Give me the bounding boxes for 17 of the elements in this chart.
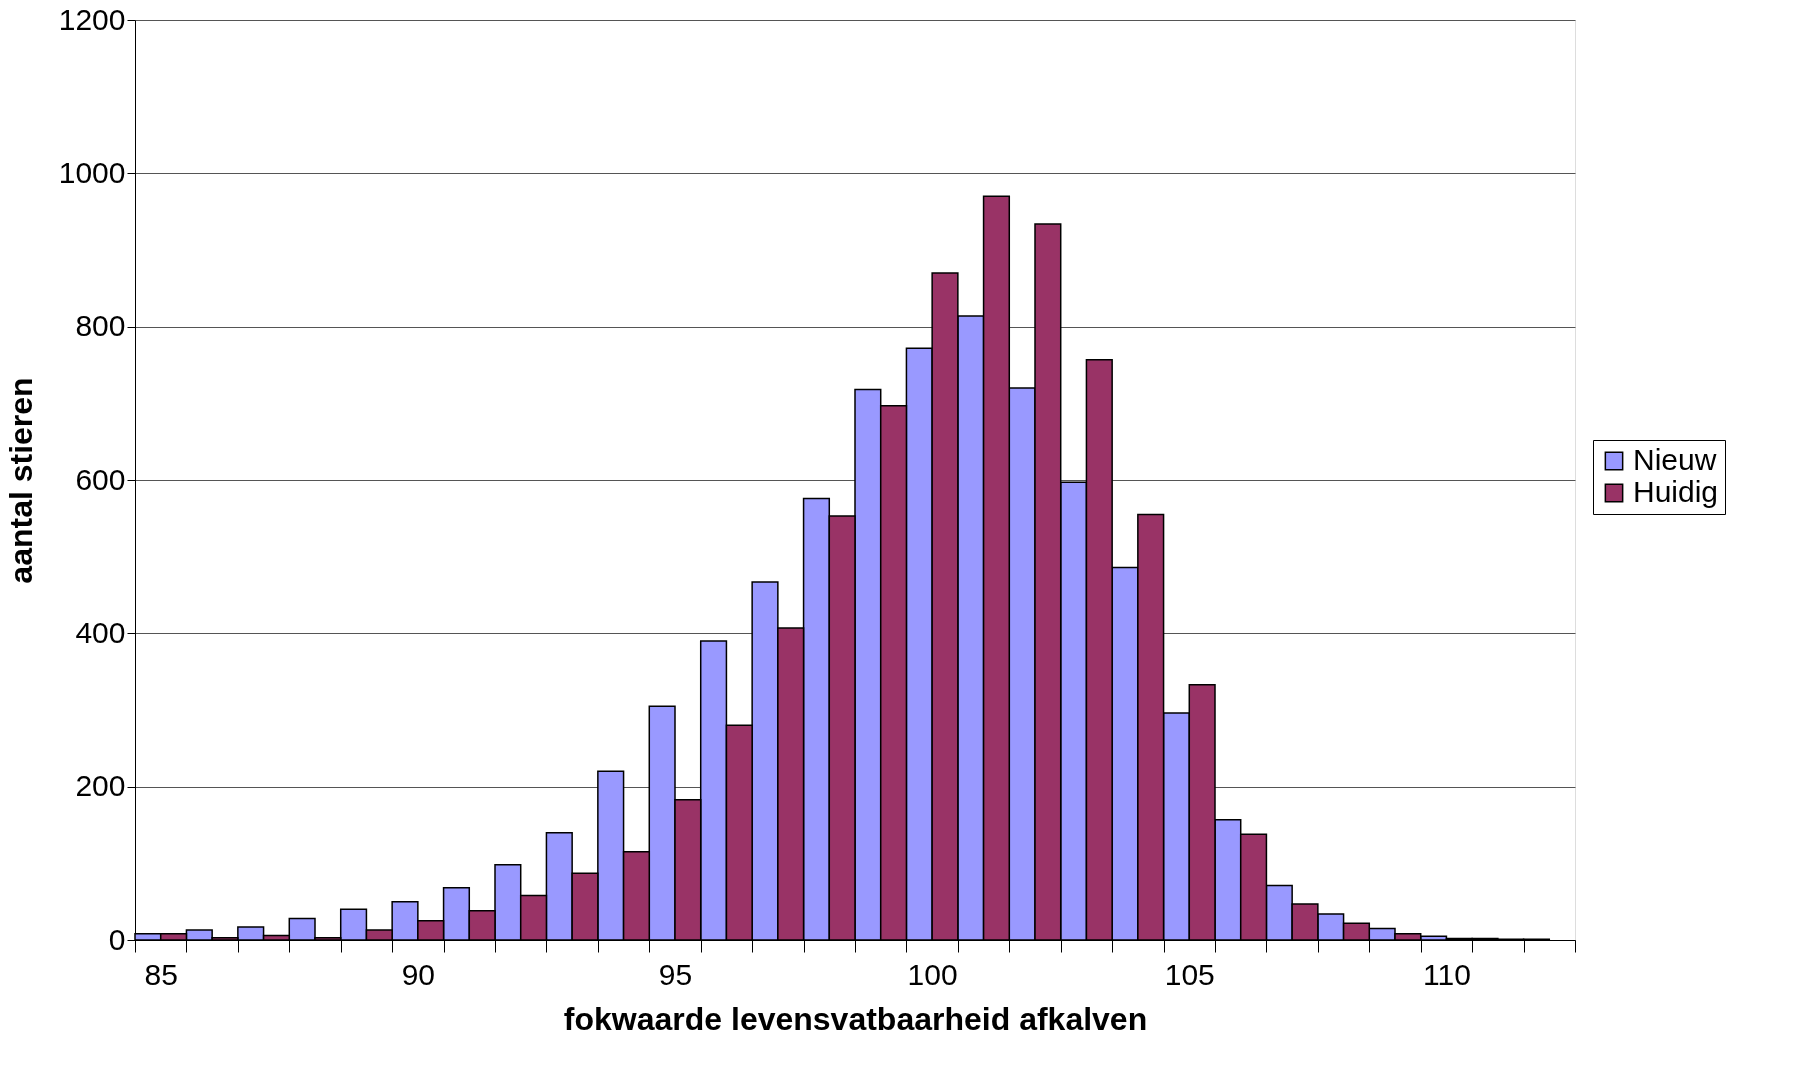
y-axis-title: aantal stieren (2, 377, 39, 584)
y-tick-label: 0 (108, 922, 126, 956)
x-axis-title: fokwaarde levensvatbaarheid afkalven (563, 1000, 1148, 1037)
x-tick-label: 90 (401, 957, 436, 991)
y-tick-label: 1000 (58, 155, 126, 189)
y-tick-label: 600 (75, 462, 126, 496)
x-tick-label: 110 (1423, 957, 1471, 991)
x-tick-label: 105 (1164, 957, 1215, 991)
y-tick-label: 200 (75, 769, 126, 803)
y-tick-label: 400 (75, 615, 126, 649)
y-tick-label: 800 (75, 309, 126, 343)
y-tick-label: 1200 (58, 2, 126, 36)
legend-label: Nieuw (1633, 443, 1717, 476)
x-tick-label: 100 (907, 957, 958, 991)
x-tick-label: 85 (144, 957, 178, 991)
x-tick-label: 95 (658, 957, 693, 991)
legend-label: Huidig (1633, 475, 1719, 508)
